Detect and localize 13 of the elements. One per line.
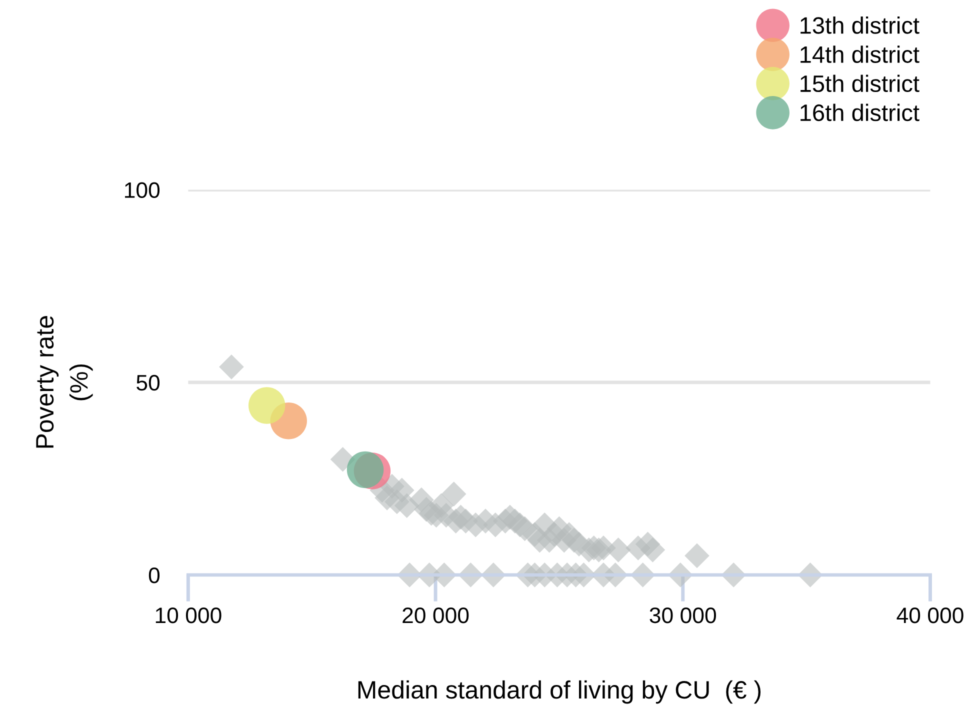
x-tick-label: 20 000 [402, 607, 469, 624]
y-tick-label: 0 [148, 567, 160, 584]
legend-label: 15th district [800, 74, 920, 92]
legend-label: 16th district [800, 104, 920, 122]
legend-label: 14th district [800, 46, 920, 63]
x-tick-label: 40 000 [896, 607, 964, 624]
x-tick-label: 30 000 [650, 607, 716, 624]
x-tick-label: 10 000 [156, 607, 222, 624]
legend-label: 13th district [800, 16, 920, 34]
x-axis-title: Median standard of living by CU (€ ) [358, 680, 761, 704]
y-tick-label: 50 [136, 374, 160, 391]
y-tick-label: 100 [125, 182, 160, 198]
y-axis-title: Poverty rate (%) [36, 316, 93, 448]
